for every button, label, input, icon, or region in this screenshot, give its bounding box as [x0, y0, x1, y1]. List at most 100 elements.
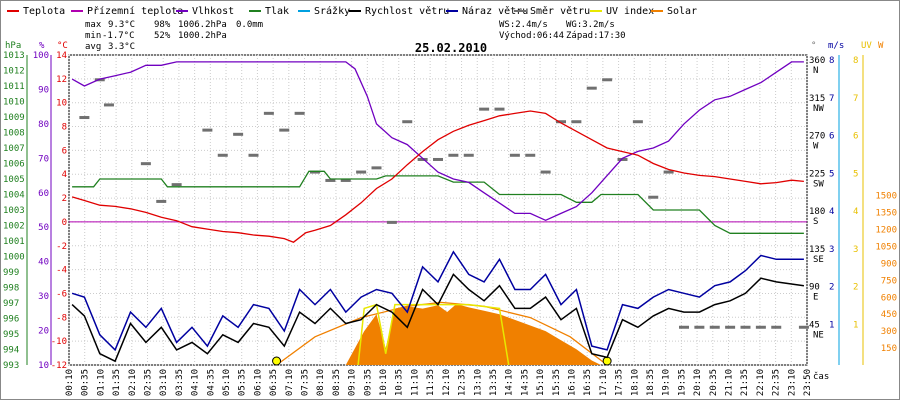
- x-tick-label: 22:10: [756, 369, 766, 396]
- hpa-tick: 1007: [3, 144, 25, 154]
- x-tick-label: 05:35: [238, 369, 248, 396]
- temperature-line: [71, 110, 804, 243]
- temp-tick: -6: [56, 289, 67, 299]
- x-tick-label: 20:10: [693, 369, 703, 396]
- dir-tick-deg: 225: [809, 169, 825, 179]
- w-tick: 600: [881, 293, 897, 303]
- temp-tick: 4: [62, 170, 67, 180]
- stat-max-label: max: [85, 20, 102, 30]
- x-tick-label: 05:10: [222, 369, 232, 396]
- w-tick: 450: [881, 310, 897, 320]
- ms-tick: 3: [829, 245, 834, 255]
- temp-tick: 6: [62, 146, 67, 156]
- dir-tick-deg: 135: [809, 245, 825, 255]
- legend-label: Vlhkost: [192, 6, 234, 17]
- humidity-line: [71, 61, 804, 222]
- solar-max-curve: [276, 301, 608, 366]
- hpa-tick: 1002: [3, 222, 25, 232]
- temp-tick: -8: [56, 313, 67, 323]
- temp-tick: -4: [56, 266, 67, 276]
- wind-speed-line: [71, 273, 805, 363]
- sunset-marker: [602, 356, 612, 366]
- hpa-unit: hPa: [5, 41, 21, 51]
- dir-tick-deg: 315: [809, 94, 825, 104]
- temp-tick: -12: [51, 361, 67, 371]
- pct-tick: 100: [33, 51, 49, 61]
- hpa-tick: 1003: [3, 206, 25, 216]
- x-tick-label: 00:10: [65, 369, 75, 396]
- w-tick: 150: [881, 344, 897, 354]
- stat-wg: WG:3.2m/s: [566, 20, 615, 30]
- x-tick-label: 11:10: [410, 369, 420, 396]
- legend-label: Teplota: [23, 6, 65, 17]
- x-tick-label: 19:10: [662, 369, 672, 396]
- x-tick-label: 21:35: [740, 369, 750, 396]
- w-tick: 1350: [875, 209, 897, 219]
- ms-tick: 4: [829, 207, 834, 217]
- x-tick-label: 03:35: [175, 369, 185, 396]
- x-tick-label: 01:35: [112, 369, 122, 396]
- hpa-tick: 1006: [3, 160, 25, 170]
- legend-label: Srážky: [314, 5, 350, 17]
- hpa-tick: 996: [3, 315, 19, 325]
- w-unit: W: [878, 41, 884, 51]
- stat-max-hum: 98%: [154, 20, 171, 30]
- stat-min-label: min: [85, 31, 101, 41]
- x-unit: čas: [813, 371, 829, 382]
- legend-label: UV index: [606, 6, 654, 17]
- ms-tick: 8: [829, 56, 834, 66]
- hpa-tick: 1011: [3, 82, 25, 92]
- w-tick: 300: [881, 327, 897, 337]
- w-tick: 750: [881, 276, 897, 286]
- x-tick-label: 04:10: [191, 369, 201, 396]
- uv-tick: 4: [853, 207, 858, 217]
- dir-tick-name: SE: [813, 255, 824, 265]
- x-tick-label: 18:35: [646, 369, 656, 396]
- x-tick-label: 13:35: [489, 369, 499, 396]
- hpa-tick: 1010: [3, 98, 25, 108]
- x-tick-label: 17:35: [615, 369, 625, 396]
- x-tick-label: 09:10: [348, 369, 358, 396]
- ms-tick: 6: [829, 132, 834, 142]
- legend-label: Tlak: [265, 6, 289, 17]
- legend-label: Směr větru: [530, 5, 590, 17]
- hpa-tick: 1012: [3, 67, 25, 77]
- x-tick-label: 22:35: [772, 369, 782, 396]
- x-tick-label: 16:10: [567, 369, 577, 396]
- temp-tick: 2: [62, 194, 67, 204]
- stat-max-press: 1006.2hPa: [178, 20, 227, 30]
- stat-min-hum: 52%: [154, 31, 171, 41]
- ms-tick: 2: [829, 283, 834, 293]
- hpa-tick: 997: [3, 299, 19, 309]
- x-tick-label: 14:35: [520, 369, 530, 396]
- x-tick-label: 15:10: [536, 369, 546, 396]
- dir-tick-name: N: [813, 66, 818, 76]
- legend-label: Solar: [667, 6, 697, 17]
- hpa-tick: 993: [3, 361, 19, 371]
- dir-tick-name: W: [813, 142, 819, 152]
- x-tick-label: 04:35: [206, 369, 216, 396]
- stat-min-temp: -1.7°C: [102, 31, 135, 41]
- uv-tick: 3: [853, 245, 858, 255]
- pct-tick: 90: [38, 85, 49, 95]
- ms-tick: 7: [829, 94, 834, 104]
- uv-unit: UV: [861, 41, 872, 51]
- hpa-tick: 994: [3, 346, 19, 356]
- stat-max-temp: 9.3°C: [108, 20, 135, 30]
- hpa-tick: 1000: [3, 253, 25, 263]
- pct-tick: 70: [38, 154, 49, 164]
- dir-tick-deg: 45: [809, 320, 820, 330]
- dir-tick-name: NW: [813, 104, 824, 114]
- x-tick-label: 03:10: [159, 369, 169, 396]
- pct-tick: 30: [38, 292, 49, 302]
- uv-tick: 2: [853, 283, 858, 293]
- pct-tick: 50: [38, 223, 49, 233]
- x-tick-label: 23:10: [787, 369, 797, 396]
- x-tick-label: 07:10: [285, 369, 295, 396]
- stat-sunrise: Východ:06:44: [499, 31, 564, 41]
- x-tick-label: 11:35: [426, 369, 436, 396]
- legend-label: Přízemní teplota: [87, 5, 183, 17]
- uv-tick: 1: [853, 320, 858, 330]
